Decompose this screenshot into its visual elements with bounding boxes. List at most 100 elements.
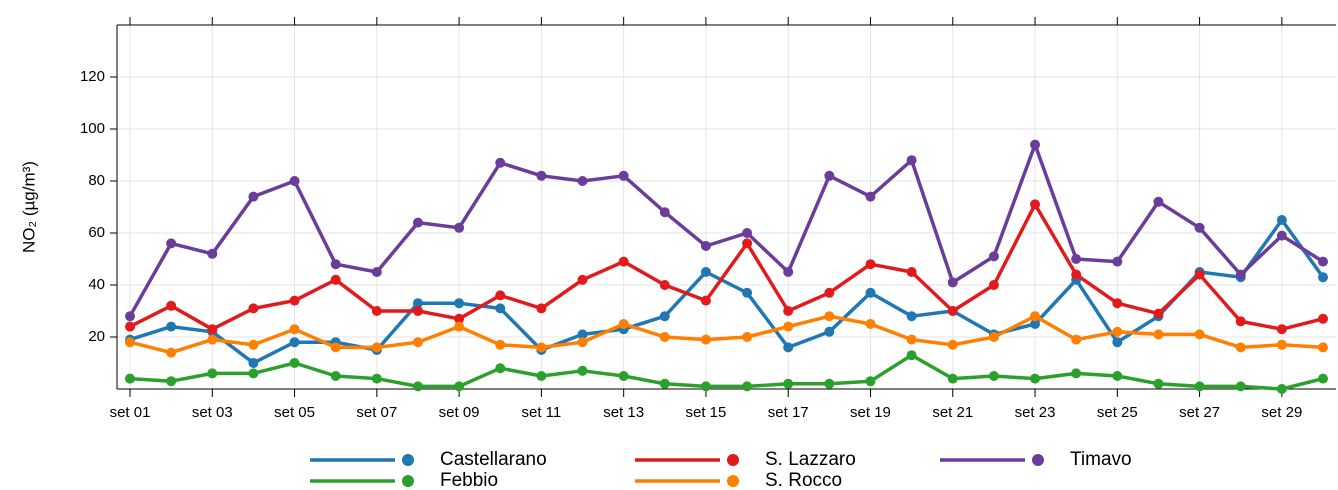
point <box>1112 256 1123 267</box>
point <box>1112 371 1123 381</box>
point <box>618 256 629 267</box>
x-tick-label: set 25 <box>1097 404 1138 421</box>
point <box>577 365 588 376</box>
point <box>412 298 423 309</box>
point <box>1276 324 1287 335</box>
point <box>1276 230 1287 241</box>
point <box>865 319 876 329</box>
point <box>618 319 629 329</box>
point <box>1194 269 1205 280</box>
series-line <box>129 353 1324 391</box>
point <box>700 334 711 345</box>
legend-label: Febbio <box>440 470 498 490</box>
series-line <box>129 314 1324 355</box>
point <box>1030 199 1041 210</box>
point <box>1153 196 1164 207</box>
legend-label: S. Rocco <box>765 470 842 490</box>
point <box>618 371 629 381</box>
point <box>166 300 177 311</box>
x-tick-label: set 29 <box>1261 404 1302 421</box>
point <box>1153 308 1164 319</box>
point <box>742 381 753 392</box>
point <box>1153 329 1164 340</box>
legend-label: Castellarano <box>440 449 547 470</box>
point <box>742 332 753 342</box>
point <box>1235 269 1246 280</box>
point <box>454 313 465 324</box>
point <box>166 238 177 249</box>
point <box>289 337 300 348</box>
point <box>824 170 835 181</box>
point <box>1194 329 1205 340</box>
x-tick-label: set 23 <box>1015 404 1056 421</box>
point <box>700 241 711 251</box>
legend-dot <box>402 475 414 487</box>
point <box>1112 298 1123 309</box>
point <box>248 368 259 379</box>
point <box>1318 342 1328 353</box>
point <box>659 332 670 342</box>
point <box>988 280 999 290</box>
legend-dot <box>727 475 739 487</box>
point <box>824 311 835 322</box>
point <box>783 378 794 389</box>
point <box>495 363 506 374</box>
x-tick-label: set 03 <box>192 404 233 421</box>
point <box>947 373 958 384</box>
point <box>947 306 958 316</box>
point <box>577 274 588 285</box>
point <box>371 342 382 353</box>
point <box>906 311 917 322</box>
x-tick-label: set 13 <box>603 404 644 421</box>
point <box>659 378 670 389</box>
point <box>577 329 588 340</box>
point <box>1318 256 1328 267</box>
point <box>454 222 465 233</box>
point <box>1030 319 1041 329</box>
point <box>783 342 794 353</box>
point <box>783 267 794 277</box>
point <box>536 303 547 314</box>
point <box>1318 272 1328 283</box>
legend-label: S. Lazzaro <box>765 449 856 470</box>
point <box>947 339 958 350</box>
point <box>495 339 506 350</box>
point <box>659 311 670 322</box>
point <box>1318 373 1328 384</box>
point <box>330 342 341 353</box>
point <box>742 287 753 298</box>
point <box>207 248 218 259</box>
series-line <box>129 218 1325 365</box>
point <box>906 155 917 166</box>
point <box>207 368 218 379</box>
point <box>289 358 300 368</box>
point <box>454 321 465 332</box>
point <box>536 170 547 181</box>
point <box>289 324 300 335</box>
point <box>1153 378 1164 389</box>
point <box>166 347 177 358</box>
point <box>1071 254 1082 264</box>
point <box>1030 373 1041 384</box>
point <box>166 321 177 332</box>
point <box>988 332 999 342</box>
point <box>330 259 341 270</box>
point <box>454 381 465 392</box>
point <box>1112 337 1123 348</box>
x-tick-label: set 21 <box>932 404 973 421</box>
legend-dot <box>1032 454 1044 466</box>
point <box>742 228 753 238</box>
point <box>659 280 670 290</box>
point <box>824 326 835 337</box>
legend-label: Timavo <box>1070 449 1132 470</box>
y-axis-label: NO₂ (µg/m³) <box>19 161 38 253</box>
y-tick-label: 80 <box>88 172 105 189</box>
point <box>783 321 794 332</box>
point <box>988 371 999 381</box>
y-tick-label: 60 <box>88 224 105 241</box>
point <box>289 295 300 306</box>
y-tick-label: 40 <box>88 276 105 293</box>
point <box>906 267 917 277</box>
x-tick-label: set 19 <box>850 404 891 421</box>
point <box>947 277 958 288</box>
